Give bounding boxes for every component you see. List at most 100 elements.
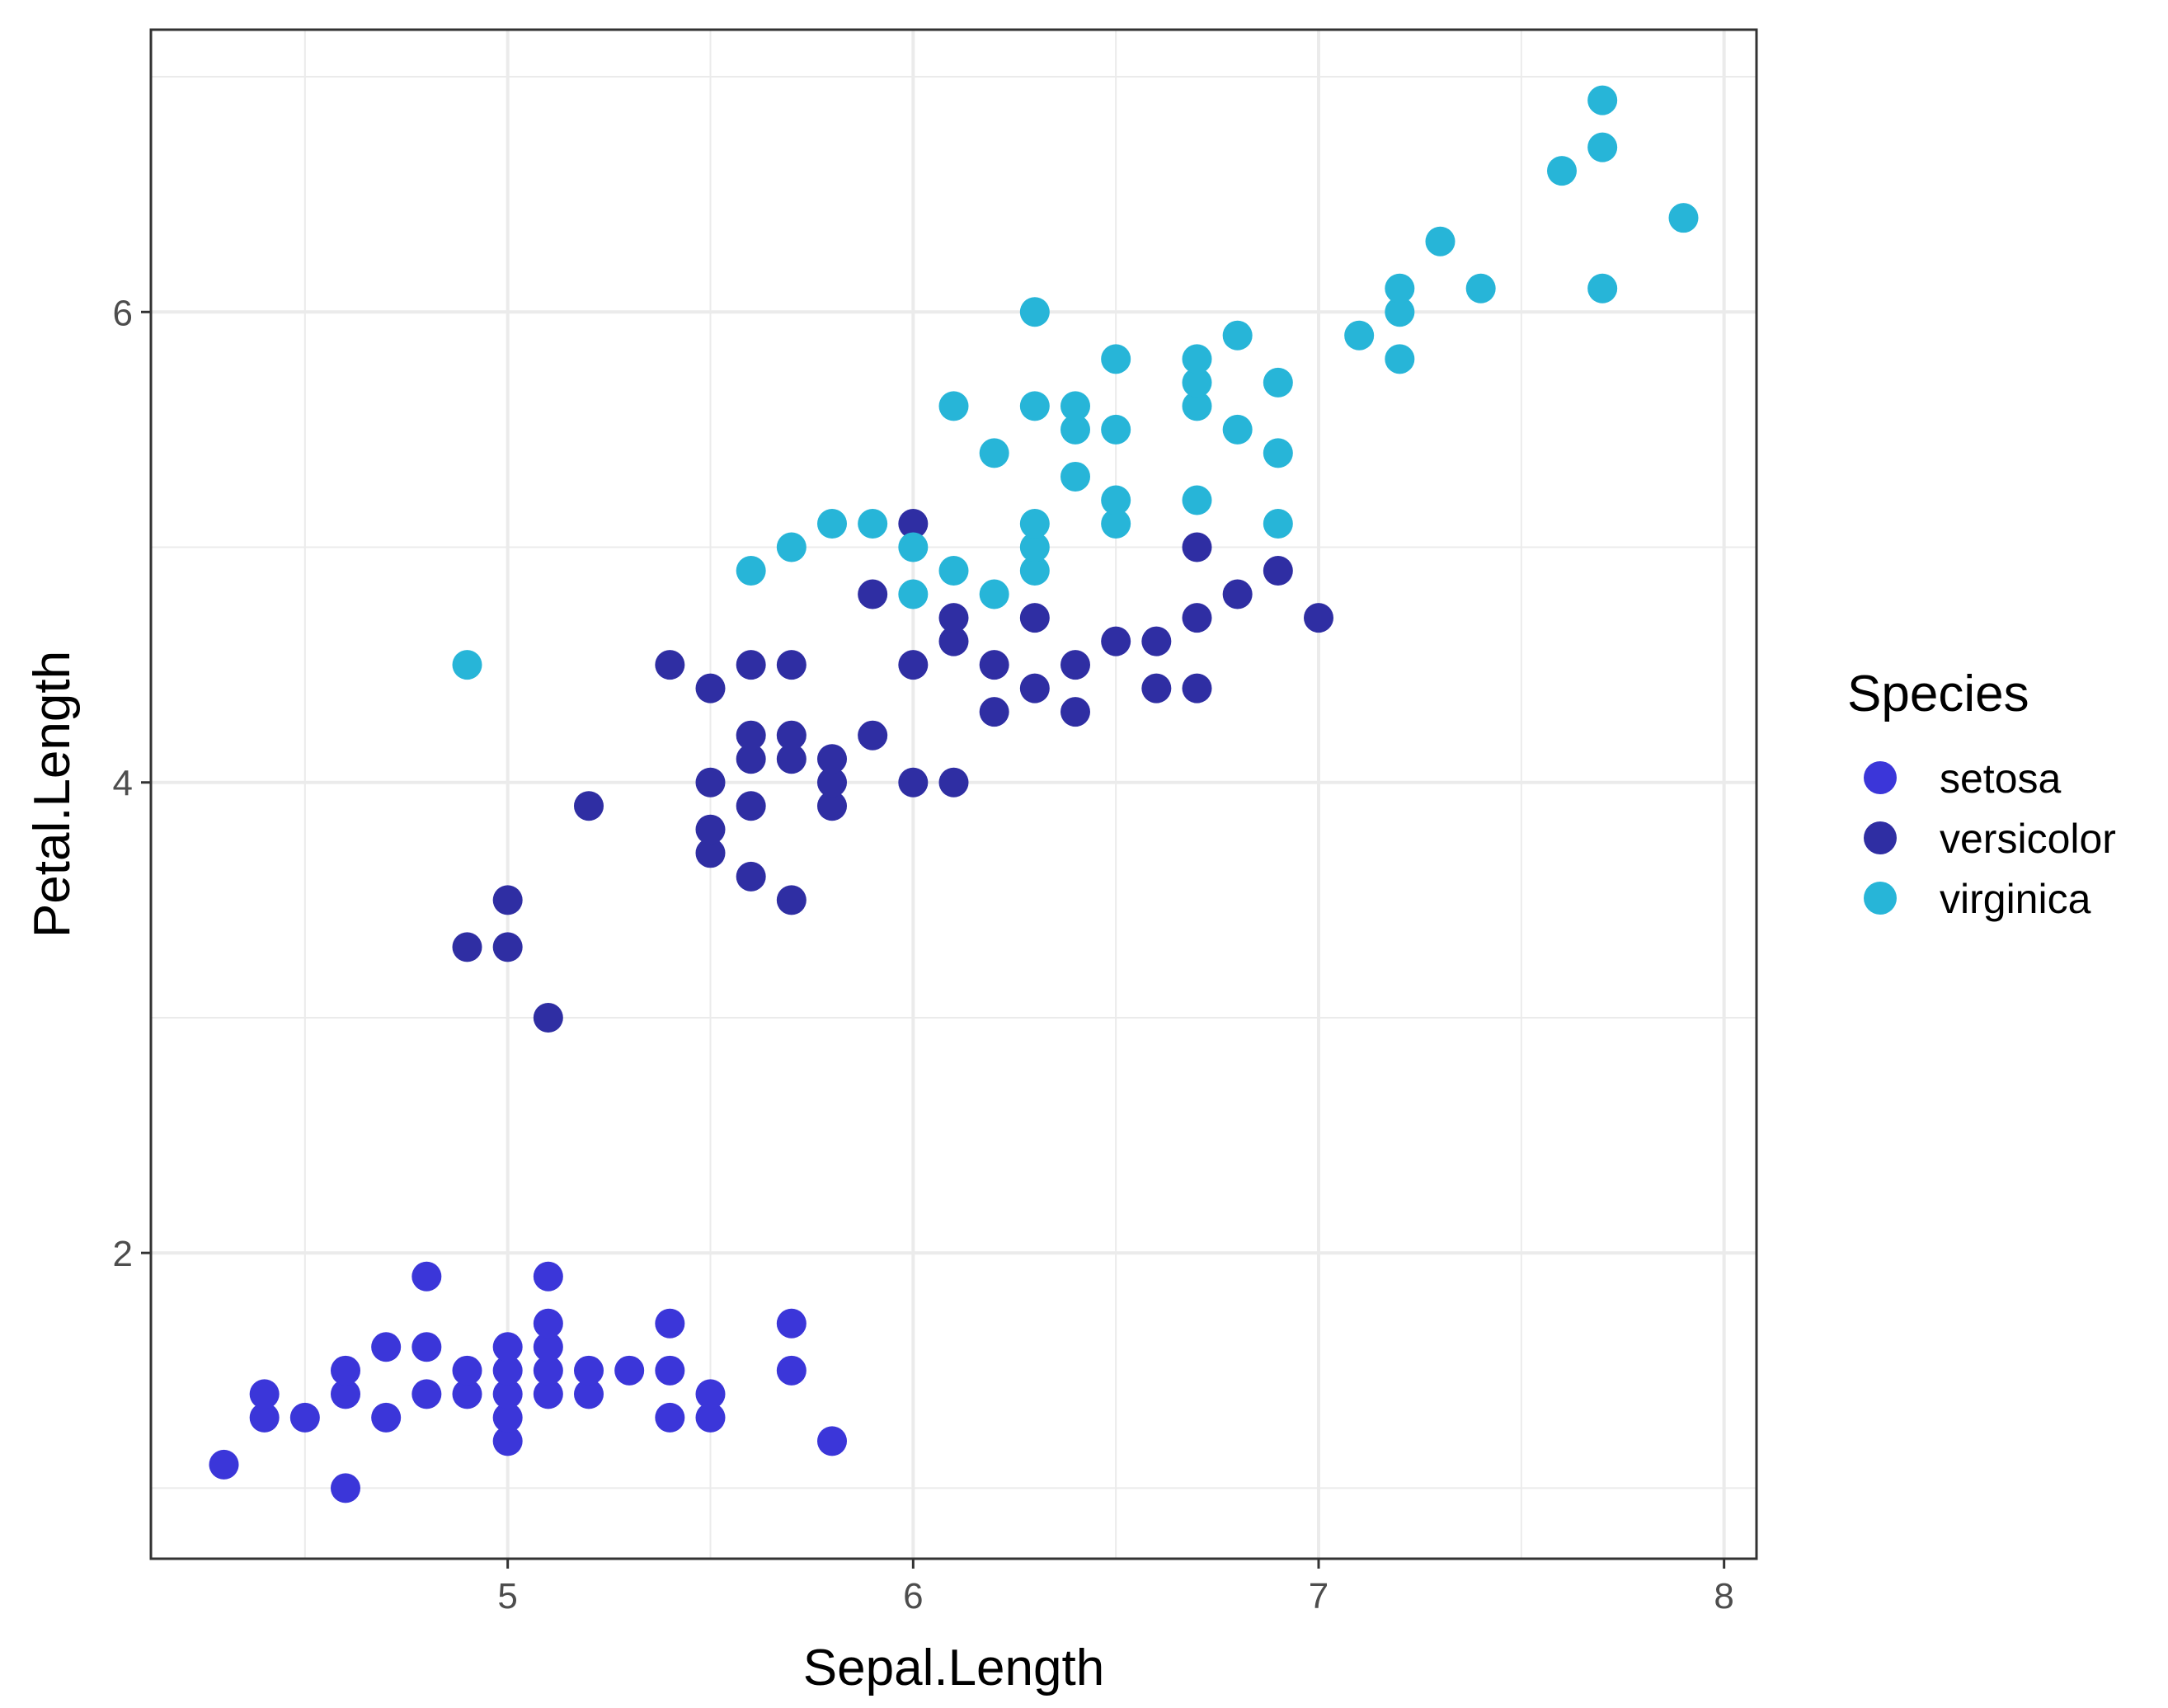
- legend-label: versicolor: [1940, 816, 2116, 862]
- data-point-virginica: [1101, 485, 1131, 515]
- data-point-setosa: [249, 1379, 280, 1409]
- legend-item-setosa: setosa: [1864, 755, 2062, 802]
- data-point-versicolor: [1019, 603, 1050, 633]
- data-point-virginica: [1587, 132, 1618, 162]
- data-point-versicolor: [1060, 650, 1090, 680]
- x-tick-label: 8: [1714, 1576, 1733, 1616]
- axis-ticks: 5 6 7 8 2 4 6: [113, 293, 1734, 1616]
- data-point-setosa: [695, 1402, 726, 1433]
- data-point-virginica: [979, 579, 1009, 609]
- data-point-versicolor: [858, 720, 888, 750]
- data-point-virginica: [1385, 297, 1415, 327]
- legend-title: Species: [1847, 666, 2029, 722]
- data-point-virginica: [1182, 391, 1212, 421]
- series-setosa: [209, 1261, 847, 1503]
- data-point-versicolor: [1182, 673, 1212, 703]
- data-point-virginica: [1465, 273, 1496, 303]
- data-point-setosa: [411, 1261, 442, 1292]
- data-point-versicolor: [979, 697, 1009, 727]
- data-point-versicolor: [898, 767, 929, 798]
- data-point-setosa: [249, 1402, 280, 1433]
- data-point-versicolor: [776, 885, 807, 915]
- data-point-virginica: [898, 532, 929, 562]
- data-point-setosa: [452, 1379, 482, 1409]
- data-point-versicolor: [776, 744, 807, 774]
- data-point-versicolor: [695, 673, 726, 703]
- data-point-versicolor: [736, 720, 766, 750]
- x-tick-label: 7: [1309, 1576, 1329, 1616]
- data-point-virginica: [1060, 414, 1090, 445]
- data-point-virginica: [776, 532, 807, 562]
- data-point-versicolor: [452, 932, 482, 962]
- data-point-virginica: [1182, 344, 1212, 374]
- y-tick-label: 4: [113, 764, 133, 804]
- data-point-virginica: [1101, 508, 1131, 539]
- data-point-versicolor: [492, 885, 523, 915]
- data-point-setosa: [492, 1402, 523, 1433]
- data-point-setosa: [655, 1402, 685, 1433]
- data-point-setosa: [533, 1379, 563, 1409]
- data-point-setosa: [209, 1449, 239, 1480]
- data-point-virginica: [817, 508, 847, 539]
- data-point-versicolor: [1141, 673, 1172, 703]
- data-point-setosa: [533, 1332, 563, 1362]
- data-point-virginica: [1019, 391, 1050, 421]
- data-point-virginica: [452, 650, 482, 680]
- data-point-setosa: [695, 1379, 726, 1409]
- legend: Species setosa versicolor virginica: [1847, 666, 2116, 922]
- data-point-versicolor: [695, 838, 726, 868]
- y-tick-label: 2: [113, 1234, 133, 1274]
- data-point-virginica: [1587, 85, 1618, 115]
- data-point-virginica: [736, 556, 766, 586]
- data-point-versicolor: [736, 744, 766, 774]
- data-point-virginica: [1222, 414, 1253, 445]
- data-point-setosa: [776, 1355, 807, 1386]
- data-point-virginica: [1182, 485, 1212, 515]
- data-point-setosa: [817, 1426, 847, 1456]
- data-point-virginica: [938, 556, 969, 586]
- data-point-virginica: [1019, 556, 1050, 586]
- data-point-setosa: [614, 1355, 645, 1386]
- data-point-versicolor: [938, 603, 969, 633]
- data-point-versicolor: [655, 650, 685, 680]
- legend-item-versicolor: versicolor: [1864, 816, 2116, 862]
- data-point-setosa: [452, 1355, 482, 1386]
- legend-item-virginica: virginica: [1864, 876, 2091, 922]
- data-point-setosa: [533, 1308, 563, 1339]
- data-point-virginica: [858, 508, 888, 539]
- data-point-virginica: [1425, 226, 1456, 256]
- data-point-versicolor: [736, 791, 766, 821]
- data-point-setosa: [331, 1473, 360, 1503]
- data-point-versicolor: [898, 650, 929, 680]
- data-point-virginica: [1263, 438, 1293, 468]
- plot-panel-border: [149, 28, 1758, 1560]
- data-point-setosa: [776, 1308, 807, 1339]
- y-tick-label: 6: [113, 293, 133, 333]
- data-point-versicolor: [574, 791, 604, 821]
- y-axis-title: Petal.Length: [24, 651, 81, 938]
- data-point-virginica: [979, 438, 1009, 468]
- data-point-versicolor: [858, 579, 888, 609]
- data-point-versicolor: [1182, 532, 1212, 562]
- data-point-setosa: [574, 1379, 604, 1409]
- data-point-versicolor: [492, 932, 523, 962]
- x-axis-title: Sepal.Length: [803, 1640, 1104, 1696]
- data-points: [209, 85, 1699, 1503]
- data-point-virginica: [1060, 391, 1090, 421]
- data-point-versicolor: [1304, 603, 1333, 633]
- data-point-versicolor: [938, 626, 969, 656]
- legend-key-versicolor: [1864, 821, 1897, 854]
- data-point-setosa: [533, 1355, 563, 1386]
- data-point-virginica: [1385, 344, 1415, 374]
- data-point-setosa: [411, 1332, 442, 1362]
- data-point-setosa: [655, 1355, 685, 1386]
- legend-label: setosa: [1940, 755, 2062, 802]
- data-point-versicolor: [1222, 579, 1253, 609]
- data-point-setosa: [331, 1379, 360, 1409]
- data-point-virginica: [1222, 320, 1253, 351]
- data-point-versicolor: [736, 650, 766, 680]
- data-point-versicolor: [736, 861, 766, 892]
- data-point-virginica: [1101, 344, 1131, 374]
